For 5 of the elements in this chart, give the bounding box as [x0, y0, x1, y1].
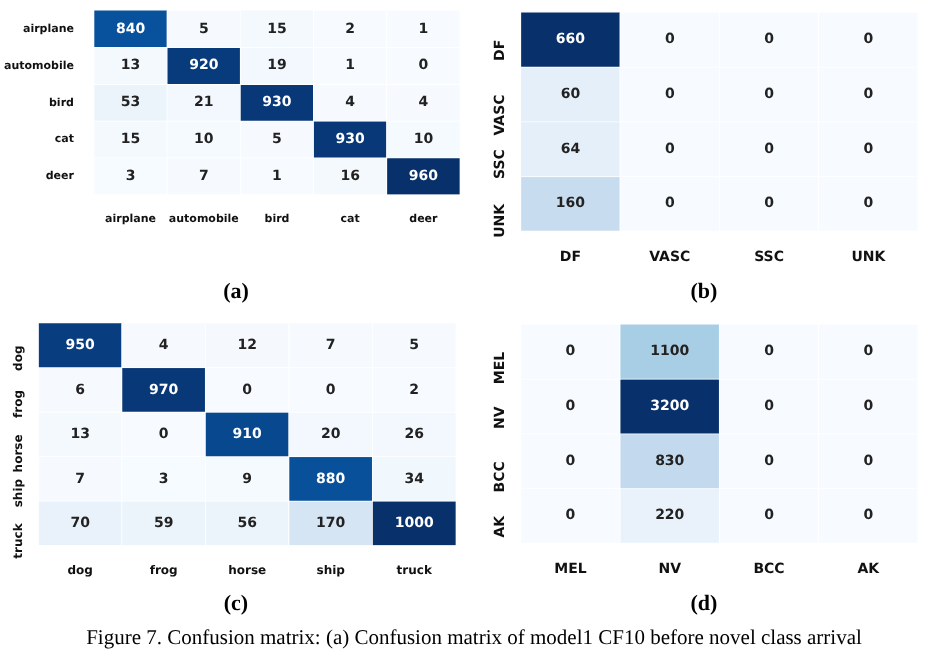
text: (c) — [221, 592, 251, 616]
text: (b) — [688, 280, 720, 304]
text: (a) — [221, 280, 251, 304]
caption: Figure 7. Confusion matrix: (a) Confusion matrix of model1 CF10 before novel class arrival — [84, 628, 864, 650]
text: (d) — [688, 592, 720, 616]
